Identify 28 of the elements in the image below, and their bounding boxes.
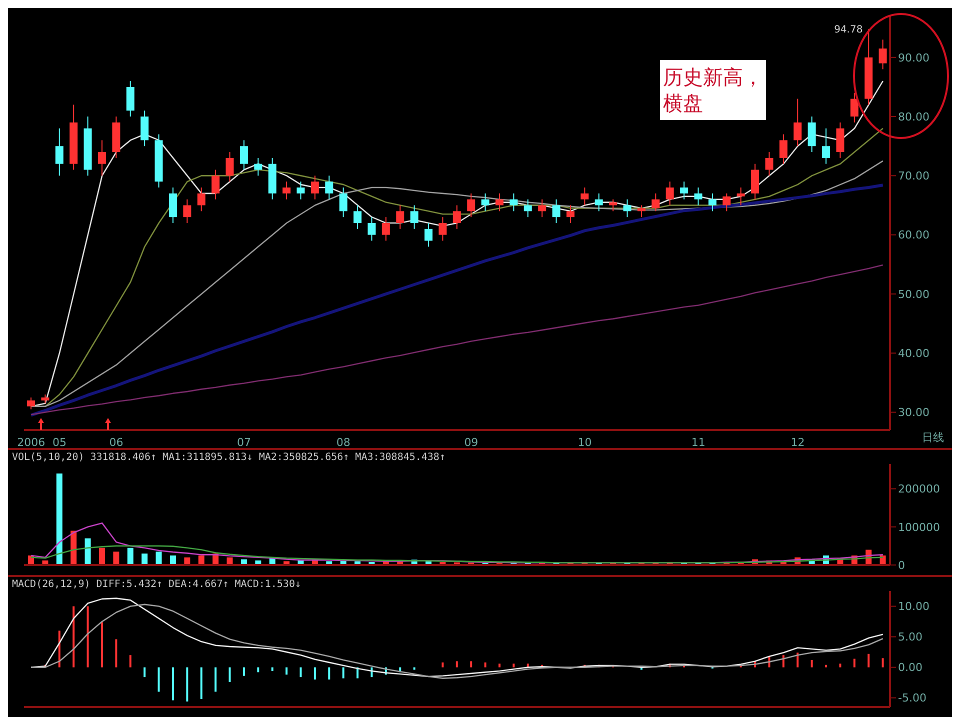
y-tick-label: 200000 bbox=[898, 482, 940, 496]
annotation: 94.78 bbox=[834, 24, 863, 36]
y-tick-label: 5.00 bbox=[898, 630, 922, 644]
x-tick-label: 08 bbox=[336, 436, 350, 449]
annotation: 历史新高，横盘 bbox=[660, 60, 766, 120]
x-tick-label: 05 bbox=[52, 436, 66, 449]
y-tick-label: 80.00 bbox=[898, 110, 930, 124]
chart-title: VOL(5,10,20) 331818.406↑ MA1:311895.813↓ MA2:350825.656↑ MA3:308845.438↑ bbox=[12, 452, 446, 463]
x-tick-label: 12 bbox=[790, 436, 805, 449]
y-tick-label: -5.00 bbox=[898, 692, 926, 705]
x-tick-label: 10 bbox=[578, 436, 592, 449]
x-tick-label: 11 bbox=[691, 436, 706, 449]
y-tick-label: 10.00 bbox=[898, 600, 930, 614]
y-tick-label: 100000 bbox=[898, 520, 940, 534]
x-tick-label: 07 bbox=[237, 436, 252, 449]
y-tick-label: 90.00 bbox=[898, 51, 930, 64]
x-tick-label: 06 bbox=[109, 436, 124, 449]
y-tick-label: 70.00 bbox=[898, 170, 930, 183]
y-tick-label: 0 bbox=[898, 558, 905, 572]
text: 日线 bbox=[922, 430, 944, 445]
y-tick-label: 40.00 bbox=[898, 347, 930, 360]
y-tick-label: 60.00 bbox=[898, 228, 930, 242]
chart-title: MACD(26,12,9) DIFF:5.432↑ DEA:4.667↑ MACD:1.530↓ bbox=[12, 579, 301, 590]
y-tick-label: 30.00 bbox=[898, 406, 930, 420]
y-tick-label: 50.00 bbox=[898, 288, 930, 301]
x-tick-label: 09 bbox=[464, 436, 478, 449]
y-tick-label: 0.00 bbox=[898, 661, 922, 674]
x-tick-label: 2006 bbox=[17, 436, 46, 449]
